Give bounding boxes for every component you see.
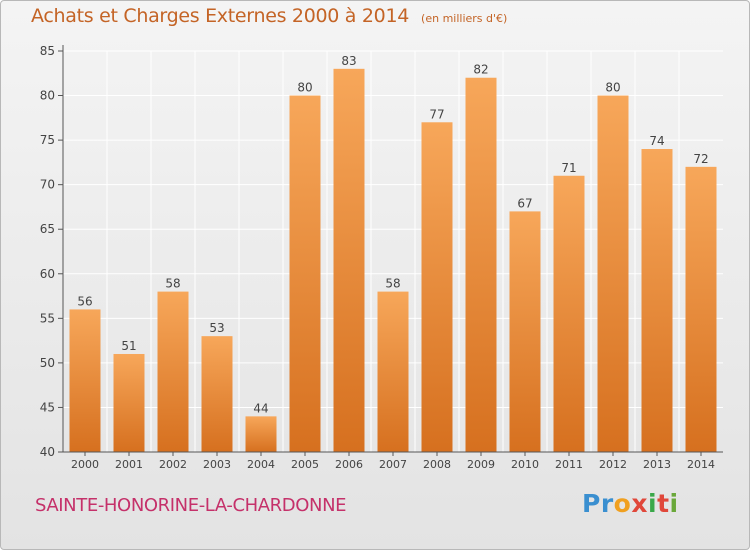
data-label-2005: 80	[297, 81, 312, 95]
logo-part-6: i	[669, 489, 679, 518]
bar-2011	[553, 175, 585, 452]
x-tick-label-2003: 2003	[203, 458, 231, 471]
data-label-2011: 71	[561, 161, 576, 175]
y-tick-label: 45	[40, 400, 55, 414]
y-tick-label: 40	[40, 445, 55, 459]
x-tick-label-2012: 2012	[599, 458, 627, 471]
x-tick-label-2006: 2006	[335, 458, 363, 471]
data-label-2012: 80	[605, 81, 620, 95]
data-label-2003: 53	[209, 321, 224, 335]
y-tick-label: 55	[40, 311, 55, 325]
data-label-2001: 51	[121, 339, 136, 353]
y-tick-label: 70	[40, 178, 55, 192]
chart-title: Achats et Charges Externes 2000 à 2014	[31, 5, 410, 27]
data-label-2000: 56	[77, 294, 92, 308]
bar-2006	[333, 68, 365, 453]
logo-part-3: x	[631, 489, 648, 518]
y-tick-label: 75	[40, 133, 55, 147]
commune-name: SAINTE-HONORINE-LA-CHARDONNE	[35, 495, 347, 516]
data-label-2013: 74	[649, 134, 664, 148]
y-tick-label: 50	[40, 356, 55, 370]
y-tick-label: 65	[40, 222, 55, 236]
x-tick-label-2009: 2009	[467, 458, 495, 471]
x-tick-label-2014: 2014	[687, 458, 715, 471]
logo-part-4: i	[647, 489, 658, 518]
bar-2001	[113, 353, 145, 452]
bar-2009	[465, 77, 497, 452]
y-tick-label: 60	[40, 267, 55, 281]
bars	[69, 68, 717, 453]
data-label-2007: 58	[385, 277, 400, 291]
x-tick-label-2000: 2000	[71, 458, 99, 471]
data-label-2014: 72	[693, 152, 708, 166]
bar-2008	[421, 122, 453, 453]
bar-2003	[201, 336, 233, 452]
data-label-2009: 82	[473, 63, 488, 77]
data-label-2006: 83	[341, 54, 356, 68]
logo-part-5: t	[657, 489, 670, 518]
bar-2014	[685, 166, 717, 452]
bar-2005	[289, 95, 321, 453]
x-tick-label-2002: 2002	[159, 458, 187, 471]
data-labels: 56 51 58 53 44 80 83 58 77 82 67 71 80 74 72	[77, 54, 708, 416]
bar-2002	[157, 291, 189, 452]
bar-2010	[509, 211, 541, 452]
bar-2013	[641, 149, 673, 452]
bar-2000	[69, 309, 101, 452]
x-tick-label-2005: 2005	[291, 458, 319, 471]
x-tick-label-2011: 2011	[555, 458, 583, 471]
bar-2004	[245, 416, 277, 452]
bar-2007	[377, 291, 409, 452]
x-tick-label-2007: 2007	[379, 458, 407, 471]
data-label-2010: 67	[517, 196, 532, 210]
x-tick-label-2004: 2004	[247, 458, 275, 471]
proxiti-logo: Proxiti	[582, 489, 679, 518]
chart-title-row: Achats et Charges Externes 2000 à 2014 (e…	[31, 5, 507, 27]
x-tick-label-2001: 2001	[115, 458, 143, 471]
data-label-2004: 44	[253, 401, 268, 415]
x-tick-label-2008: 2008	[423, 458, 451, 471]
x-tick-label-2010: 2010	[511, 458, 539, 471]
logo-part-1: Pr	[582, 489, 614, 518]
bar-2012	[597, 95, 629, 453]
data-label-2002: 58	[165, 277, 180, 291]
logo-part-2: o	[613, 489, 632, 518]
chart-subtitle: (en milliers d'€)	[421, 12, 508, 25]
data-label-2008: 77	[429, 107, 444, 121]
x-tick-label-2013: 2013	[643, 458, 671, 471]
axes: 40 45 50 55 60 65 70 75 80 85 2000 2001 2002 2003 2004…	[40, 44, 723, 471]
y-tick-label: 80	[40, 89, 55, 103]
y-tick-label: 85	[40, 44, 55, 58]
